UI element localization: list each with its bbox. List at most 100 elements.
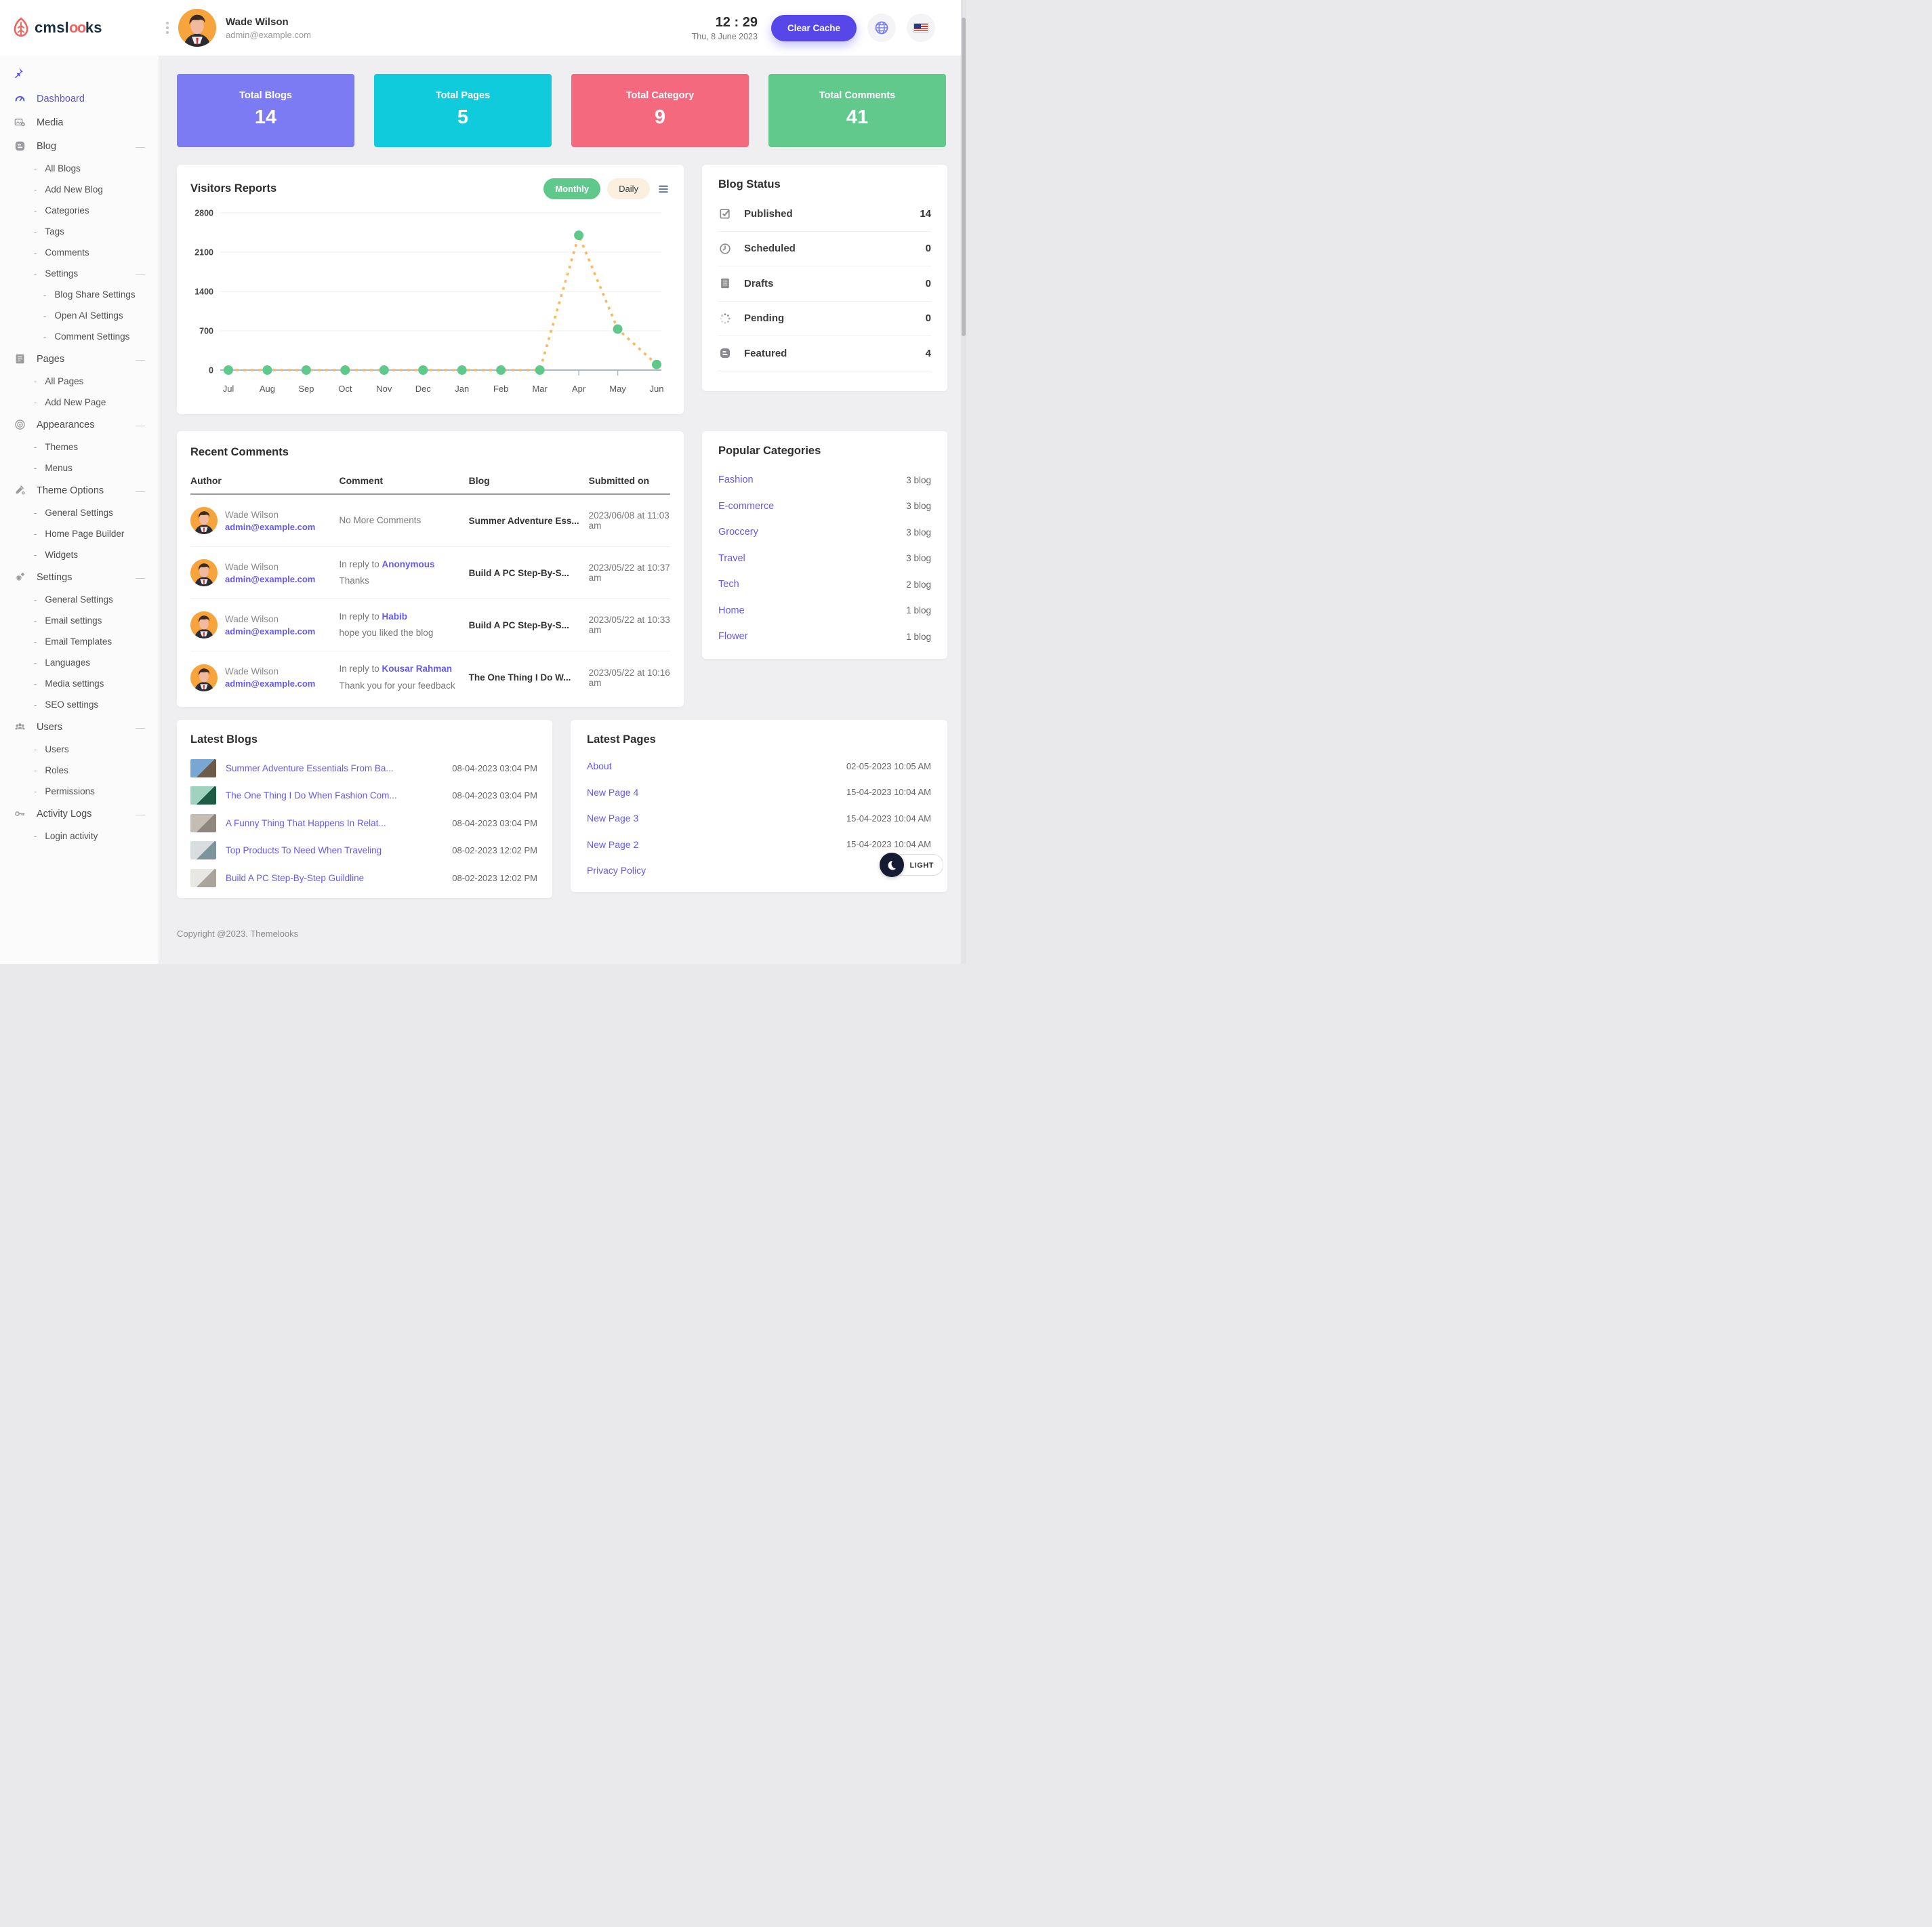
sidebar-item-home-page-builder[interactable]: - Home Page Builder — [0, 523, 159, 544]
brand-logo[interactable]: cmslooks — [0, 18, 159, 38]
comment-author-email[interactable]: admin@example.com — [225, 678, 316, 689]
collapse-indicator[interactable]: — — [136, 571, 145, 583]
collapse-indicator[interactable]: — — [136, 485, 145, 496]
category-link[interactable]: Fashion — [718, 474, 754, 486]
theme-toggle[interactable]: LIGHT — [879, 853, 943, 877]
sidebar-item-general-settings[interactable]: - General Settings — [0, 502, 159, 523]
sidebar-item-login-activity[interactable]: - Login activity — [0, 826, 159, 847]
sidebar-item-menus[interactable]: - Menus — [0, 458, 159, 479]
category-link[interactable]: Tech — [718, 579, 739, 590]
stat-label: Total Pages — [435, 90, 491, 101]
main-content: Total Blogs 14 Total Pages 5 Total Category 9… — [159, 56, 957, 952]
page-title-link[interactable]: New Page 2 — [587, 838, 639, 850]
sidebar-item-media[interactable]: Media — [0, 110, 159, 134]
latest-page-row: New Page 2 15-04-2023 10:04 AM — [587, 832, 931, 858]
sidebar-item-settings[interactable]: - Settings — — [0, 263, 159, 284]
sidebar-item-label: Blog — [37, 140, 57, 152]
page-title-link[interactable]: About — [587, 760, 612, 772]
collapse-indicator[interactable]: — — [136, 419, 145, 430]
sidebar-item-blog[interactable]: Blog — — [0, 134, 159, 158]
sidebar-item-settings[interactable]: Settings — — [0, 565, 159, 589]
comment-author-email[interactable]: admin@example.com — [225, 521, 316, 532]
daily-button[interactable]: Daily — [607, 178, 650, 199]
sidebar-item-add-new-page[interactable]: - Add New Page — [0, 392, 159, 413]
sidebar-item-categories[interactable]: - Categories — [0, 200, 159, 221]
sidebar-item-roles[interactable]: - Roles — [0, 760, 159, 781]
category-count: 3 blog — [906, 553, 931, 564]
sidebar-item-users[interactable]: - Users — [0, 739, 159, 760]
sidebar-item-themes[interactable]: - Themes — [0, 437, 159, 458]
comments-table-header: Author Comment Blog Submitted on — [190, 475, 670, 495]
sidebar-item-pages[interactable]: Pages — — [0, 347, 159, 371]
monthly-button[interactable]: Monthly — [543, 178, 601, 199]
sidebar-item-email-settings[interactable]: - Email settings — [0, 610, 159, 631]
category-count: 2 blog — [906, 579, 931, 590]
sidebar-item-dashboard[interactable]: Dashboard — [0, 87, 159, 110]
header-user[interactable]: Wade Wilson admin@example.com — [178, 9, 311, 47]
sidebar-item-users[interactable]: Users — — [0, 715, 159, 739]
blog-title-link[interactable]: A Funny Thing That Happens In Relat... — [226, 817, 386, 828]
dash-marker: - — [34, 765, 37, 775]
clear-cache-button[interactable]: Clear Cache — [770, 14, 857, 41]
page-title-link[interactable]: New Page 4 — [587, 786, 639, 798]
sidebar-item-general-settings[interactable]: - General Settings — [0, 589, 159, 610]
blog-title-link[interactable]: Top Products To Need When Traveling — [226, 845, 382, 856]
collapse-indicator[interactable]: — — [136, 140, 145, 152]
category-link[interactable]: Travel — [718, 552, 745, 564]
category-link[interactable]: Flower — [718, 631, 748, 643]
category-count: 3 blog — [906, 474, 931, 485]
sidebar-item-email-templates[interactable]: - Email Templates — [0, 631, 159, 652]
sidebar-item-tags[interactable]: - Tags — [0, 221, 159, 242]
reply-to-link[interactable]: Habib — [382, 611, 408, 622]
sidebar-item-languages[interactable]: - Languages — [0, 652, 159, 673]
sidebar-item-comments[interactable]: - Comments — [0, 242, 159, 263]
status-label: Published — [744, 207, 793, 220]
scrollbar-track[interactable] — [961, 0, 966, 964]
us-flag-icon[interactable] — [907, 14, 935, 42]
pushpin-icon[interactable] — [11, 66, 24, 80]
sidebar-item-permissions[interactable]: - Permissions — [0, 781, 159, 802]
collapse-indicator[interactable]: — — [136, 808, 145, 819]
sidebar-item-theme-options[interactable]: Theme Options — — [0, 479, 159, 502]
collapse-indicator[interactable]: — — [136, 353, 145, 365]
scrollbar-thumb[interactable] — [962, 18, 966, 336]
sidebar-item-open-ai-settings[interactable]: - Open AI Settings — [0, 305, 159, 326]
collapse-indicator[interactable]: — — [136, 268, 145, 279]
sidebar-item-seo-settings[interactable]: - SEO settings — [0, 694, 159, 715]
sidebar-item-all-blogs[interactable]: - All Blogs — [0, 158, 159, 179]
sidebar-item-comment-settings[interactable]: - Comment Settings — [0, 326, 159, 347]
latest-blogs-title: Latest Blogs — [190, 733, 258, 746]
hamburger-icon[interactable] — [657, 182, 670, 196]
latest-blog-row: Top Products To Need When Traveling 08-02… — [190, 837, 537, 865]
category-link[interactable]: Home — [718, 605, 745, 616]
blog-title-link[interactable]: The One Thing I Do When Fashion Com... — [226, 790, 397, 801]
sidebar-item-activity-logs[interactable]: Activity Logs — — [0, 802, 159, 826]
comment-author-email[interactable]: admin@example.com — [225, 626, 316, 636]
page-title-link[interactable]: New Page 3 — [587, 813, 639, 824]
comment-text: In reply to Habib hope you liked the blog — [339, 611, 434, 638]
sidebar-item-media-settings[interactable]: - Media settings — [0, 673, 159, 694]
page-title-link[interactable]: Privacy Policy — [587, 865, 646, 876]
sidebar-item-blog-share-settings[interactable]: - Blog Share Settings — [0, 284, 159, 305]
category-link[interactable]: Groccery — [718, 527, 758, 538]
sidebar-item-all-pages[interactable]: - All Pages — [0, 371, 159, 392]
recent-comments-card: Recent Comments Author Comment Blog Subm… — [177, 431, 684, 707]
comment-author-email[interactable]: admin@example.com — [225, 573, 316, 584]
dash-marker: - — [34, 831, 37, 841]
dash-marker: - — [34, 205, 37, 216]
sidebar-item-label: Users — [37, 721, 62, 733]
category-link[interactable]: E-commerce — [718, 500, 775, 512]
globe-icon[interactable] — [867, 14, 896, 42]
blog-title-link[interactable]: Summer Adventure Essentials From Ba... — [226, 763, 394, 773]
reply-to-link[interactable]: Anonymous — [382, 559, 435, 569]
svg-text:2800: 2800 — [194, 209, 213, 218]
kebab-menu-icon[interactable] — [166, 22, 169, 34]
sidebar-item-widgets[interactable]: - Widgets — [0, 544, 159, 565]
collapse-indicator[interactable]: — — [136, 721, 145, 733]
reply-to-link[interactable]: Kousar Rahman — [382, 664, 453, 674]
line-chart: 0 700 1400 2100 2800 Jul Aug Sep Oct Nov Dec Jan Feb… — [194, 209, 663, 394]
sidebar-item-add-new-blog[interactable]: - Add New Blog — [0, 179, 159, 200]
blog-title-link[interactable]: Build A PC Step-By-Step Guildline — [226, 872, 365, 883]
sidebar-item-appearances[interactable]: Appearances — — [0, 413, 159, 437]
comment-author-name: Wade Wilson — [225, 561, 279, 572]
